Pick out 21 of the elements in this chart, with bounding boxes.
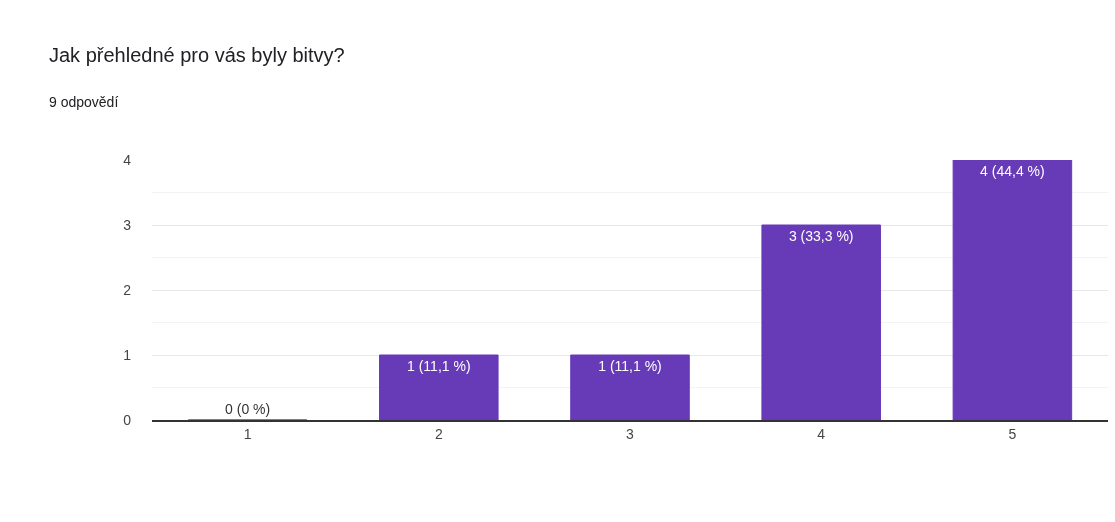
data-label: 3 (33,3 %): [788, 228, 854, 244]
y-tick-label: 0: [123, 411, 132, 428]
y-tick-label: 3: [123, 216, 132, 233]
y-tick-label: 2: [123, 281, 132, 298]
data-label: 1 (11,1 %): [598, 358, 662, 374]
y-tick-label: 1: [123, 346, 132, 363]
chart-title: Jak přehledné pro vás byly bitvy?: [49, 44, 345, 66]
bar: [570, 354, 690, 420]
data-label: 1 (11,1 %): [407, 358, 471, 374]
chart-subtitle: 9 odpovědí: [49, 94, 119, 110]
bar: [761, 224, 881, 420]
y-tick-label: 4: [123, 151, 132, 168]
x-tick-label: 4: [817, 425, 826, 442]
data-label: 0 (0 %): [225, 401, 271, 417]
bar: [952, 160, 1073, 420]
data-label: 4 (44,4 %): [980, 163, 1045, 179]
bar: [379, 354, 499, 420]
x-tick-label: 3: [626, 425, 635, 442]
x-tick-label: 2: [434, 425, 443, 442]
x-tick-label: 1: [243, 425, 252, 442]
x-tick-label: 5: [1008, 425, 1017, 442]
